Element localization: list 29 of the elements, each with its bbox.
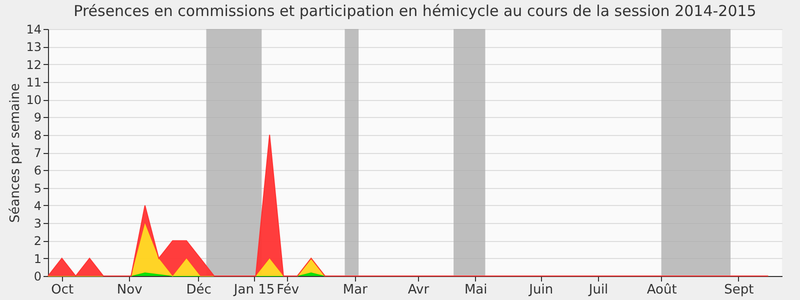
y-tick-label: 2	[34, 234, 42, 248]
x-tick-label: Avr	[408, 282, 430, 298]
y-tick-label: 4	[34, 198, 42, 213]
y-tick-label: 0	[34, 270, 42, 284]
x-tick-label: Juil	[588, 282, 608, 298]
y-tick-label: 13	[26, 40, 42, 54]
x-tick-label: Sept	[724, 282, 754, 298]
y-tick-label: 8	[34, 128, 42, 142]
x-tick-label: Déc	[186, 282, 212, 298]
y-axis-title: Séances par semaine	[8, 83, 24, 223]
y-tick-label: 5	[34, 181, 42, 196]
y-tick-label: 10	[26, 93, 42, 108]
chart-title: Présences en commissions et participation en hémicycle au cours de la session 2014-2015	[74, 2, 756, 20]
y-tick-label: 1	[34, 252, 42, 266]
y-tick-label: 12	[26, 58, 42, 72]
x-tick-label: Nov	[116, 282, 143, 298]
y-tick-label: 7	[34, 146, 42, 160]
x-tick-label: Jan 15	[232, 282, 275, 298]
x-tick-label: Mai	[464, 282, 488, 298]
y-tick-label: 3	[34, 216, 42, 231]
x-tick-label: Mar	[342, 282, 368, 298]
y-tick-label: 14	[26, 22, 42, 36]
x-tick-label: Fév	[276, 282, 300, 298]
y-tick-label: 11	[26, 75, 42, 90]
x-tick-label: Juin	[528, 282, 554, 298]
x-tick-label: Août	[646, 282, 677, 298]
x-tick-label: Oct	[51, 282, 74, 298]
y-tick-label: 9	[34, 110, 42, 125]
y-tick-label: 6	[34, 164, 42, 178]
